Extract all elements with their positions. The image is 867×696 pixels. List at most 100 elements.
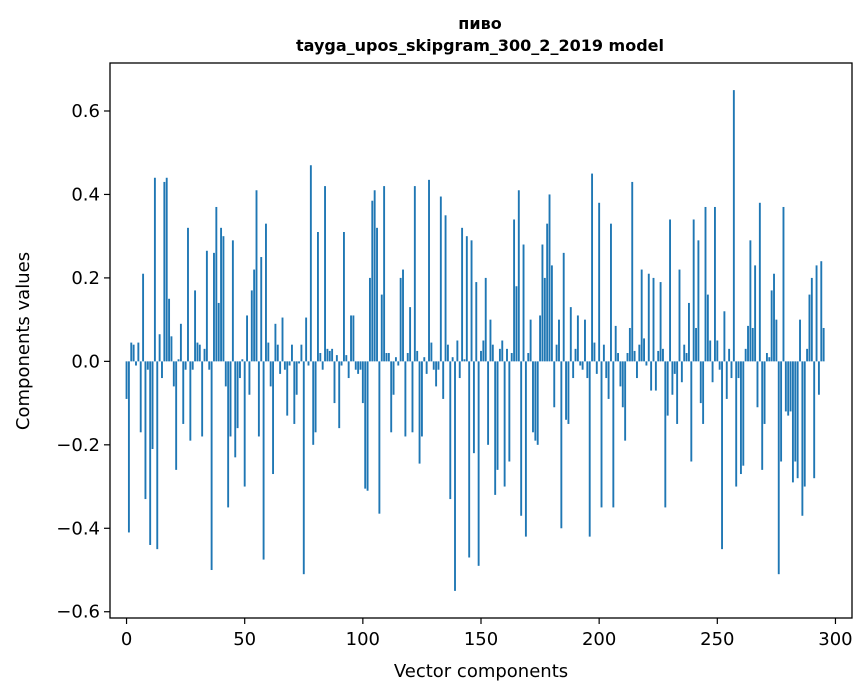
bar (420, 361, 423, 437)
bar (406, 353, 409, 362)
bar (777, 361, 780, 575)
bar (645, 361, 648, 366)
bar (312, 361, 315, 445)
x-axis-ticks: 0 50 100 150 200 250 300 (121, 618, 853, 650)
x-tick-label: 0 (121, 629, 132, 650)
bar (127, 361, 130, 533)
bar (520, 361, 523, 516)
bar (198, 344, 201, 362)
bar (494, 361, 497, 495)
bar (328, 350, 331, 362)
bar (298, 361, 300, 364)
bar (799, 319, 801, 362)
bar (548, 194, 551, 362)
bar (239, 361, 241, 379)
bar (165, 177, 168, 362)
bar (463, 359, 466, 362)
bar (475, 282, 478, 362)
bar (321, 361, 324, 370)
bar (293, 361, 296, 424)
bar (735, 361, 738, 487)
bar (728, 348, 731, 362)
bar (751, 327, 754, 362)
bar (295, 361, 298, 395)
bar (610, 223, 612, 362)
bar (302, 361, 305, 575)
bar (546, 223, 549, 362)
bar (267, 342, 270, 362)
bar (711, 361, 714, 383)
bar (534, 361, 537, 441)
bar (553, 361, 556, 408)
bar (619, 361, 622, 387)
bar (142, 273, 145, 362)
bar (215, 206, 218, 362)
bar (191, 361, 194, 370)
bar (158, 334, 161, 362)
bar (716, 340, 719, 362)
bar (281, 317, 284, 362)
bar (647, 273, 650, 362)
bar (631, 181, 634, 362)
bar (319, 353, 322, 362)
bar (782, 206, 785, 362)
bar (177, 359, 180, 362)
bar (643, 338, 645, 362)
bar (605, 361, 608, 379)
bar (444, 215, 447, 362)
bar (558, 319, 560, 362)
bar (808, 294, 811, 362)
bar (213, 252, 215, 362)
bar (203, 348, 206, 362)
bar (765, 353, 768, 362)
bar (468, 361, 471, 558)
x-tick-label: 50 (233, 629, 256, 650)
bar (470, 240, 473, 362)
bar (633, 350, 636, 362)
bar (591, 173, 594, 362)
bar (529, 319, 532, 362)
bar (350, 315, 352, 362)
bar (791, 361, 794, 483)
bar (170, 336, 173, 362)
bar (801, 361, 804, 516)
y-tick-label: 0.0 (71, 351, 100, 372)
bar (517, 190, 520, 362)
bar (725, 361, 728, 399)
bar (562, 252, 565, 362)
bar (758, 202, 761, 362)
x-axis-label: Vector components (394, 661, 568, 682)
bar (699, 361, 702, 404)
bar (432, 361, 435, 370)
bar (666, 361, 669, 416)
bar (333, 361, 336, 404)
bar (664, 361, 667, 508)
bar (194, 290, 197, 362)
bar (652, 277, 655, 362)
y-tick-label: 0.4 (71, 184, 100, 205)
bar (146, 361, 149, 370)
bar (168, 298, 171, 362)
bar (503, 361, 506, 487)
bar (397, 361, 400, 366)
bar (458, 361, 461, 379)
bar (416, 350, 419, 362)
bar (248, 361, 251, 395)
bar (243, 361, 246, 487)
bar (262, 361, 265, 560)
bar (789, 361, 792, 412)
bar (513, 219, 516, 362)
bar (456, 340, 459, 362)
bar (364, 361, 367, 489)
bar (399, 277, 402, 362)
bar (638, 344, 641, 362)
bar (614, 325, 617, 362)
bar (695, 327, 697, 362)
bar (361, 361, 364, 404)
y-tick-label: −0.6 (56, 602, 100, 623)
bar (359, 361, 362, 370)
bar (496, 361, 499, 470)
bar (345, 355, 348, 362)
bar (331, 348, 334, 362)
chart-title-line1: пиво (458, 14, 501, 33)
